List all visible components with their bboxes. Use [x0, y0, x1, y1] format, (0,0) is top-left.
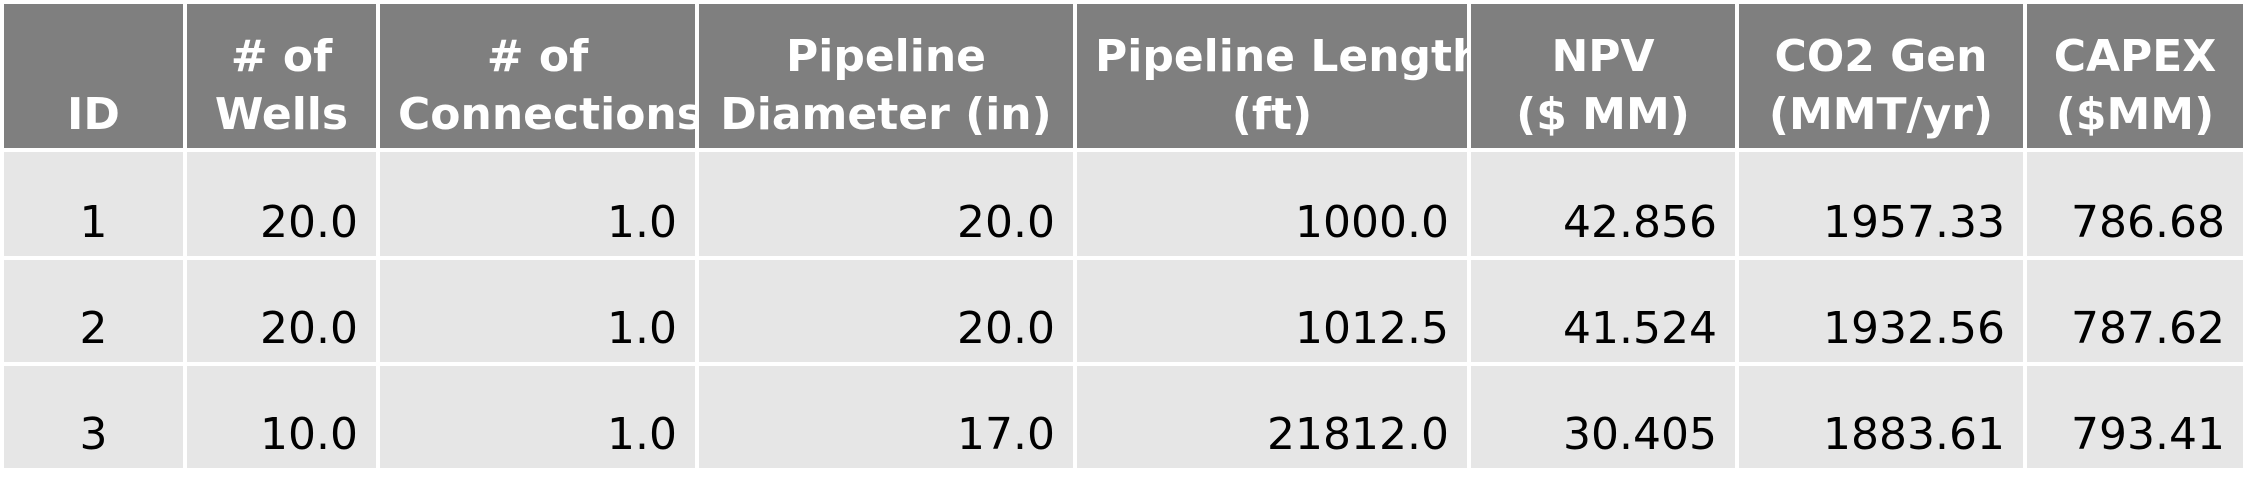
cell-co2-gen: 1883.61 [1735, 362, 2027, 472]
cell-pipeline-diameter: 20.0 [695, 256, 1077, 366]
cell-co2-gen: 1957.33 [1735, 148, 2027, 260]
header-id: ID [0, 0, 187, 152]
cell-connections: 1.0 [376, 148, 699, 260]
header-connections: # of Connections [376, 0, 699, 152]
header-co2-gen: CO2 Gen (MMT/yr) [1735, 0, 2027, 152]
table-row: 1 20.0 1.0 20.0 1000.0 42.856 1957.33 78… [0, 148, 2243, 260]
header-capex: CAPEX ($MM) [2023, 0, 2243, 152]
results-table-container: ID # of Wells # of Connections Pipeline … [0, 0, 2243, 472]
cell-pipeline-length: 21812.0 [1073, 362, 1471, 472]
cell-pipeline-diameter: 20.0 [695, 148, 1077, 260]
cell-connections: 1.0 [376, 256, 699, 366]
cell-wells: 10.0 [183, 362, 380, 472]
cell-connections: 1.0 [376, 362, 699, 472]
cell-id: 3 [0, 362, 187, 472]
header-wells: # of Wells [183, 0, 380, 152]
results-table: ID # of Wells # of Connections Pipeline … [0, 0, 2243, 472]
table-row: 2 20.0 1.0 20.0 1012.5 41.524 1932.56 78… [0, 256, 2243, 366]
header-npv: NPV ($ MM) [1467, 0, 1739, 152]
table-row: 3 10.0 1.0 17.0 21812.0 30.405 1883.61 7… [0, 362, 2243, 472]
cell-co2-gen: 1932.56 [1735, 256, 2027, 366]
cell-npv: 41.524 [1467, 256, 1739, 366]
cell-wells: 20.0 [183, 148, 380, 260]
cell-wells: 20.0 [183, 256, 380, 366]
cell-pipeline-length: 1012.5 [1073, 256, 1471, 366]
cell-npv: 42.856 [1467, 148, 1739, 260]
cell-capex: 793.41 [2023, 362, 2243, 472]
cell-pipeline-length: 1000.0 [1073, 148, 1471, 260]
cell-id: 2 [0, 256, 187, 366]
cell-capex: 786.68 [2023, 148, 2243, 260]
cell-capex: 787.62 [2023, 256, 2243, 366]
cell-id: 1 [0, 148, 187, 260]
cell-pipeline-diameter: 17.0 [695, 362, 1077, 472]
header-row: ID # of Wells # of Connections Pipeline … [0, 0, 2243, 152]
cell-npv: 30.405 [1467, 362, 1739, 472]
header-pipeline-diameter: Pipeline Diameter (in) [695, 0, 1077, 152]
header-pipeline-length: Pipeline Length (ft) [1073, 0, 1471, 152]
